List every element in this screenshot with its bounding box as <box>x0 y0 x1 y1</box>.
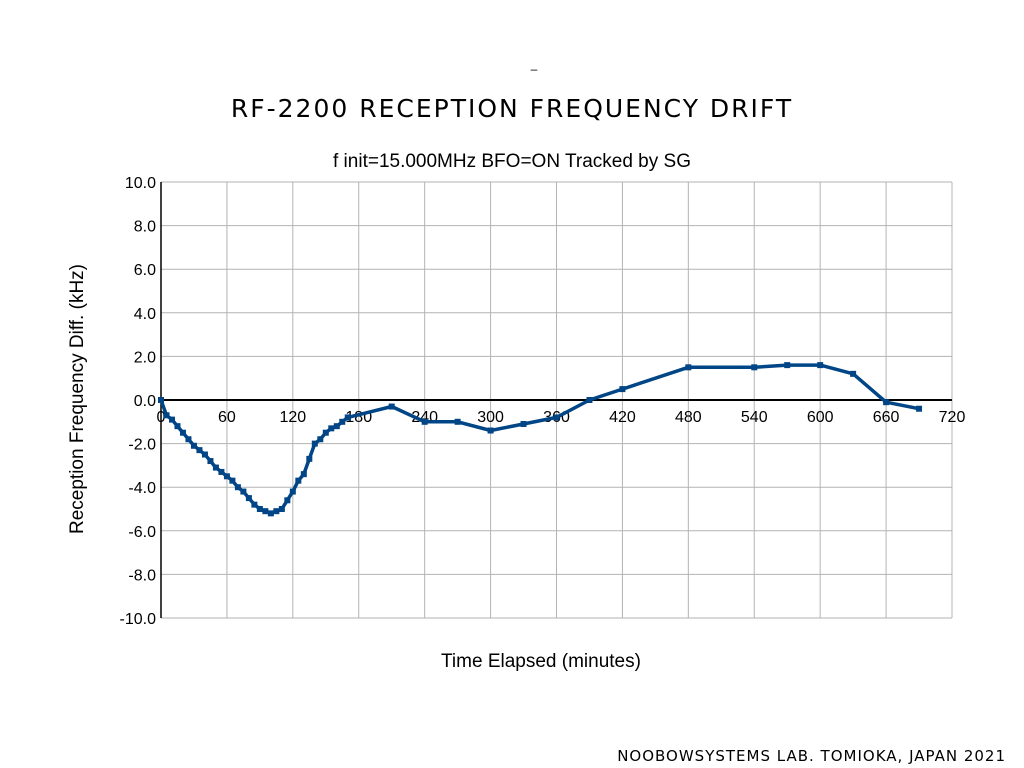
y-tick-label: -10.0 <box>120 611 157 628</box>
data-point <box>421 418 428 425</box>
data-point <box>586 397 593 403</box>
y-tick-label: -4.0 <box>128 480 156 497</box>
data-point <box>179 429 186 436</box>
data-point <box>278 506 285 512</box>
data-point <box>218 468 225 475</box>
page-title: RF-2200 RECEPTION FREQUENCY DRIFT <box>230 94 794 123</box>
y-tick-label: 8.0 <box>134 219 156 236</box>
data-point <box>207 458 214 465</box>
y-tick-label: 10.0 <box>125 175 156 192</box>
data-point <box>212 464 219 471</box>
data-point <box>306 455 313 462</box>
y-tick-label: 6.0 <box>134 262 156 279</box>
data-point <box>284 497 291 504</box>
data-point <box>273 508 280 515</box>
data-point <box>185 436 192 443</box>
x-tick-label: 540 <box>741 409 768 426</box>
data-point <box>240 488 247 495</box>
data-point <box>234 484 241 491</box>
x-tick-label: 60 <box>218 409 236 426</box>
chart-subtitle: f init=15.000MHz BFO=ON Tracked by SG <box>333 151 691 172</box>
data-point <box>454 418 461 425</box>
tick-labels: -10.0 -8.0 -6.0 -4.0 -2.0 0.0 2.0 4.0 6.0 8.0 10.0… <box>120 175 966 628</box>
data-point <box>916 405 923 412</box>
data-point <box>520 420 527 427</box>
data-point <box>196 447 203 454</box>
data-point <box>223 473 230 480</box>
data-point <box>229 477 236 484</box>
data-point <box>262 508 269 515</box>
data-point <box>289 488 296 495</box>
y-tick-label: 2.0 <box>134 349 156 366</box>
x-tick-label: 300 <box>477 409 504 426</box>
data-point <box>317 436 324 443</box>
x-tick-label: 420 <box>609 409 636 426</box>
y-tick-label: 4.0 <box>134 306 156 323</box>
data-point <box>190 442 197 449</box>
x-tick-label: 120 <box>279 409 306 426</box>
x-tick-label: 480 <box>675 409 702 426</box>
data-point <box>163 412 170 419</box>
data-point <box>295 477 302 484</box>
data-point <box>883 399 890 406</box>
data-point <box>388 403 395 410</box>
top-mark: – <box>530 62 538 76</box>
x-tick-label: 720 <box>939 409 966 426</box>
data-point <box>487 427 494 434</box>
data-point <box>333 423 340 430</box>
y-tick-label: -8.0 <box>128 567 156 584</box>
y-tick-label: 0.0 <box>134 393 156 410</box>
data-point <box>201 451 208 458</box>
x-tick-label: 0 <box>157 409 166 426</box>
data-point <box>850 370 857 377</box>
data-point <box>311 440 318 447</box>
series-layer <box>158 362 923 517</box>
y-tick-label: -2.0 <box>128 437 156 454</box>
series-line <box>159 363 921 516</box>
x-tick-label: 600 <box>807 409 834 426</box>
data-point <box>256 506 263 512</box>
data-point <box>619 386 626 393</box>
data-point <box>328 425 335 432</box>
data-point <box>245 495 252 502</box>
data-point <box>685 364 692 371</box>
y-axis-title: Reception Frequency Diff. (kHz) <box>67 264 88 534</box>
data-point <box>817 362 824 369</box>
y-tick-label: -6.0 <box>128 524 156 541</box>
data-point <box>174 423 181 430</box>
x-tick-label: 660 <box>873 409 900 426</box>
data-point <box>553 414 560 421</box>
data-point <box>784 362 791 369</box>
data-point <box>251 501 258 508</box>
data-point <box>344 414 351 421</box>
data-point <box>300 471 307 478</box>
data-point <box>267 510 274 517</box>
footer-credit: NOOBOWSYSTEMS LAB. TOMIOKA, JAPAN 2021 <box>617 747 1006 765</box>
data-point <box>339 418 346 425</box>
data-point <box>158 397 164 403</box>
data-point <box>322 429 329 436</box>
data-point <box>751 364 758 371</box>
data-point <box>168 416 175 423</box>
x-axis-title: Time Elapsed (minutes) <box>441 651 641 672</box>
